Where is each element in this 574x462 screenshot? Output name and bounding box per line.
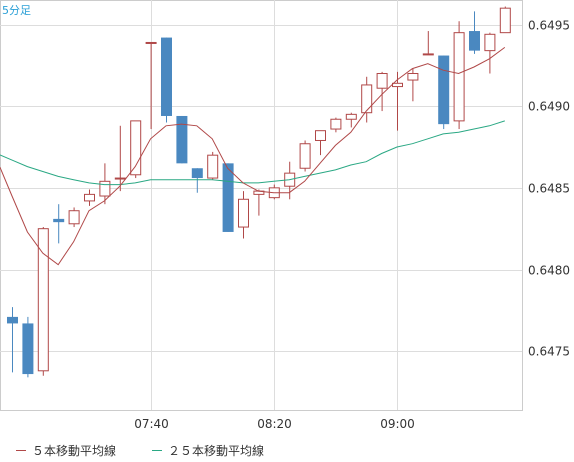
candle-body-up [84,193,95,202]
candle-body-up [315,130,326,141]
candle [499,6,511,34]
candle [299,140,311,172]
candle [453,21,465,130]
candle-body-up [407,73,419,81]
legend-label-ma25: ２５本移動平均線 [168,444,265,458]
y-tick-label: 0.6480 [528,264,570,278]
candle-body-up [484,33,496,52]
candle [37,227,49,376]
legend-item-ma25: ２５本移動平均線 [152,442,264,459]
legend-swatch-ma5 [16,450,26,451]
chart-canvas: 0.6475 0.6480 0.6485 0.6490 0.6495 07:40 08:2… [0,0,570,431]
legend-label-ma5: ５本移動平均線 [32,444,117,458]
y-tick-label: 0.6475 [528,345,570,359]
candle [438,55,450,130]
candle-body-down [53,218,65,223]
candle-body-up [238,198,249,228]
candle [176,115,188,164]
legend: ５本移動平均線 ２５本移動平均線 [0,437,574,461]
timeframe-label: 5分足 [2,4,31,17]
candle-body-up [392,82,403,88]
x-axis-ticks: 07:40 08:20 09:00 [134,417,415,431]
candle [330,117,342,133]
candle [161,37,172,123]
x-tick-label: 07:40 [134,417,169,431]
candle-body-down [22,323,34,375]
candle [99,163,111,205]
candle [315,130,326,156]
candle-body-down [161,37,172,116]
candle-body-up [207,154,219,179]
candle-body-down [469,31,480,51]
candle-body-up [422,53,434,56]
candle [238,191,249,239]
x-tick-label: 09:00 [380,417,415,431]
candle [130,120,142,179]
candle [84,189,95,206]
candle [345,112,357,128]
candle-body-down [438,55,450,125]
candle [422,31,434,56]
candle-body-up [130,120,142,176]
y-tick-label: 0.6485 [528,182,570,196]
candle-body-down [7,316,18,324]
candle [407,68,419,102]
candle-body-up [330,118,342,130]
y-axis-ticks: 0.6475 0.6480 0.6485 0.6490 0.6495 [528,19,570,359]
candle [361,76,373,123]
candle-body-up [453,32,465,122]
moving-average-lines [0,46,506,266]
ma25-line [0,120,505,186]
candle-body-up [499,7,511,34]
candle-body-up [99,180,111,197]
grid-lines [0,0,522,410]
legend-item-ma5: ５本移動平均線 [16,442,116,459]
candle [68,207,80,228]
candle [145,41,157,130]
candle-body-up [68,210,80,225]
candle [191,168,203,193]
x-tick-label: 08:20 [257,417,292,431]
candle-body-up [361,84,373,114]
candle-body-up [145,41,157,44]
candle [207,151,219,180]
plot-area [0,0,523,411]
candle [222,163,234,232]
candle-body-down [176,115,188,164]
ma5-line [0,46,506,266]
candle-body-up [114,177,126,180]
candle-body-up [376,73,388,89]
candle-body-up [299,143,311,169]
candle [22,316,34,378]
candle [53,204,65,244]
y-tick-label: 0.6495 [528,19,570,33]
candle [7,307,18,373]
candle-body-down [191,168,203,179]
candle-body-up [345,113,357,120]
y-tick-label: 0.6490 [528,100,570,114]
candle [376,71,388,112]
candle-body-down [222,163,234,232]
candle [484,32,496,74]
candle-body-up [37,228,49,372]
legend-swatch-ma25 [152,450,162,451]
candles [7,6,511,378]
candle [469,11,480,54]
